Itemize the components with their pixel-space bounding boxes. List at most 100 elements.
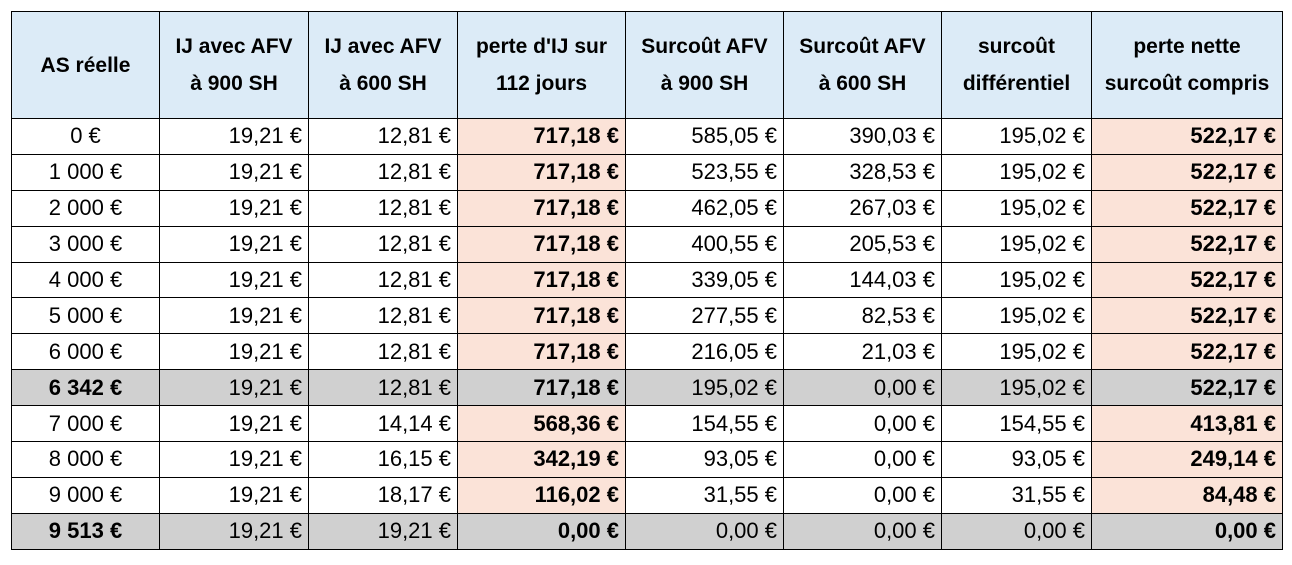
cell-perte-nette: 522,17 € — [1091, 189, 1283, 227]
cell-surcout-differentiel: 154,55 € — [941, 405, 1092, 443]
table-row: 0 €19,21 €12,81 €717,18 €585,05 €390,03 … — [11, 118, 1283, 155]
cell-surcout-900: 216,05 € — [625, 333, 784, 371]
cell-as-reelle: 8 000 € — [11, 441, 160, 478]
cell-ij-900: 19,21 € — [159, 297, 309, 335]
table-row: 5 000 €19,21 €12,81 €717,18 €277,55 €82,… — [11, 297, 1283, 335]
cell-ij-600: 18,17 € — [308, 476, 458, 514]
cell-as-reelle: 2 000 € — [11, 189, 160, 227]
cell-surcout-differentiel: 195,02 € — [941, 118, 1092, 155]
cell-surcout-differentiel: 195,02 € — [941, 225, 1092, 263]
cell-ij-900: 19,21 € — [159, 441, 309, 478]
cell-surcout-600: 267,03 € — [783, 189, 942, 227]
cell-ij-600: 12,81 € — [308, 297, 458, 335]
table-row: 6 000 €19,21 €12,81 €717,18 €216,05 €21,… — [11, 333, 1283, 371]
cell-surcout-600: 0,00 € — [783, 476, 942, 514]
cell-perte-ij: 717,18 € — [457, 189, 626, 227]
cell-perte-ij: 717,18 € — [457, 261, 626, 299]
cell-surcout-differentiel: 195,02 € — [941, 369, 1092, 407]
cell-ij-600: 14,14 € — [308, 405, 458, 443]
cell-perte-nette: 413,81 € — [1091, 405, 1283, 443]
cell-surcout-600: 144,03 € — [783, 261, 942, 299]
cell-perte-nette: 522,17 € — [1091, 333, 1283, 371]
header-surcout-differentiel: surcoût différentiel — [941, 11, 1092, 119]
cell-as-reelle: 4 000 € — [11, 261, 160, 299]
cell-surcout-900: 400,55 € — [625, 225, 784, 263]
cell-as-reelle: 6 000 € — [11, 333, 160, 371]
header-perte-ij: perte d'IJ sur 112 jours — [457, 11, 626, 119]
cell-as-reelle: 6 342 € — [11, 369, 160, 407]
cell-ij-600: 12,81 € — [308, 153, 458, 191]
cell-surcout-600: 0,00 € — [783, 405, 942, 443]
cell-surcout-900: 0,00 € — [625, 512, 784, 550]
cell-surcout-600: 0,00 € — [783, 369, 942, 407]
cell-perte-ij: 717,18 € — [457, 297, 626, 335]
cell-surcout-differentiel: 195,02 € — [941, 333, 1092, 371]
cell-ij-900: 19,21 € — [159, 225, 309, 263]
header-surcout-600: Surcoût AFV à 600 SH — [783, 11, 942, 119]
cell-surcout-differentiel: 93,05 € — [941, 441, 1092, 478]
cell-as-reelle: 9 513 € — [11, 512, 160, 550]
cell-perte-nette: 522,17 € — [1091, 369, 1283, 407]
cell-surcout-differentiel: 0,00 € — [941, 512, 1092, 550]
data-table: AS réelle IJ avec AFV à 900 SH IJ avec A… — [11, 11, 1283, 550]
header-surcout-900: Surcoût AFV à 900 SH — [625, 11, 784, 119]
cell-surcout-600: 328,53 € — [783, 153, 942, 191]
header-row: AS réelle IJ avec AFV à 900 SH IJ avec A… — [11, 11, 1283, 119]
cell-perte-ij: 568,36 € — [457, 405, 626, 443]
cell-perte-ij: 717,18 € — [457, 369, 626, 407]
cell-perte-ij: 717,18 € — [457, 225, 626, 263]
table-row: 9 000 €19,21 €18,17 €116,02 €31,55 €0,00… — [11, 476, 1283, 514]
table-row: 4 000 €19,21 €12,81 €717,18 €339,05 €144… — [11, 261, 1283, 299]
cell-surcout-900: 93,05 € — [625, 441, 784, 478]
table-row: 8 000 €19,21 €16,15 €342,19 €93,05 €0,00… — [11, 441, 1283, 478]
cell-surcout-600: 21,03 € — [783, 333, 942, 371]
table-row: 3 000 €19,21 €12,81 €717,18 €400,55 €205… — [11, 225, 1283, 263]
cell-as-reelle: 7 000 € — [11, 405, 160, 443]
cell-ij-600: 12,81 € — [308, 225, 458, 263]
cell-surcout-600: 390,03 € — [783, 118, 942, 155]
cell-ij-900: 19,21 € — [159, 118, 309, 155]
cell-surcout-differentiel: 31,55 € — [941, 476, 1092, 514]
cell-surcout-600: 205,53 € — [783, 225, 942, 263]
cell-as-reelle: 1 000 € — [11, 153, 160, 191]
cell-surcout-600: 82,53 € — [783, 297, 942, 335]
cell-surcout-differentiel: 195,02 € — [941, 297, 1092, 335]
cell-as-reelle: 9 000 € — [11, 476, 160, 514]
cell-perte-nette: 249,14 € — [1091, 441, 1283, 478]
cell-ij-900: 19,21 € — [159, 153, 309, 191]
cell-perte-ij: 717,18 € — [457, 153, 626, 191]
cell-ij-600: 12,81 € — [308, 333, 458, 371]
cell-ij-900: 19,21 € — [159, 261, 309, 299]
cell-perte-nette: 0,00 € — [1091, 512, 1283, 550]
cell-surcout-differentiel: 195,02 € — [941, 189, 1092, 227]
cell-surcout-900: 31,55 € — [625, 476, 784, 514]
cell-ij-900: 19,21 € — [159, 333, 309, 371]
table-row: 2 000 €19,21 €12,81 €717,18 €462,05 €267… — [11, 189, 1283, 227]
cell-surcout-900: 277,55 € — [625, 297, 784, 335]
cell-ij-900: 19,21 € — [159, 405, 309, 443]
cell-ij-900: 19,21 € — [159, 189, 309, 227]
cell-surcout-900: 462,05 € — [625, 189, 784, 227]
cell-perte-ij: 0,00 € — [457, 512, 626, 550]
cell-perte-ij: 342,19 € — [457, 441, 626, 478]
header-as-reelle: AS réelle — [11, 11, 160, 119]
cell-perte-ij: 717,18 € — [457, 118, 626, 155]
table-row: 7 000 €19,21 €14,14 €568,36 € 154,55 €0,0… — [11, 405, 1283, 443]
table-row: 6 342 €19,21 €12,81 €717,18 € 195,02 €0,0… — [11, 369, 1283, 407]
cell-ij-600: 12,81 € — [308, 369, 458, 407]
cell-surcout-differentiel: 195,02 € — [941, 153, 1092, 191]
cell-perte-nette: 84,48 € — [1091, 476, 1283, 514]
cell-perte-nette: 522,17 € — [1091, 297, 1283, 335]
cell-ij-900: 19,21 € — [159, 369, 309, 407]
cell-surcout-600: 0,00 € — [783, 441, 942, 478]
cell-perte-ij: 717,18 € — [457, 333, 626, 371]
cell-perte-nette: 522,17 € — [1091, 118, 1283, 155]
cell-surcout-900: 523,55 € — [625, 153, 784, 191]
table-body: 0 €19,21 €12,81 €717,18 €585,05 €390,03 … — [11, 118, 1283, 550]
cell-ij-600: 12,81 € — [308, 261, 458, 299]
cell-ij-600: 12,81 € — [308, 189, 458, 227]
header-ij-900: IJ avec AFV à 900 SH — [159, 11, 309, 119]
cell-perte-nette: 522,17 € — [1091, 225, 1283, 263]
cell-as-reelle: 5 000 € — [11, 297, 160, 335]
cell-perte-nette: 522,17 € — [1091, 153, 1283, 191]
